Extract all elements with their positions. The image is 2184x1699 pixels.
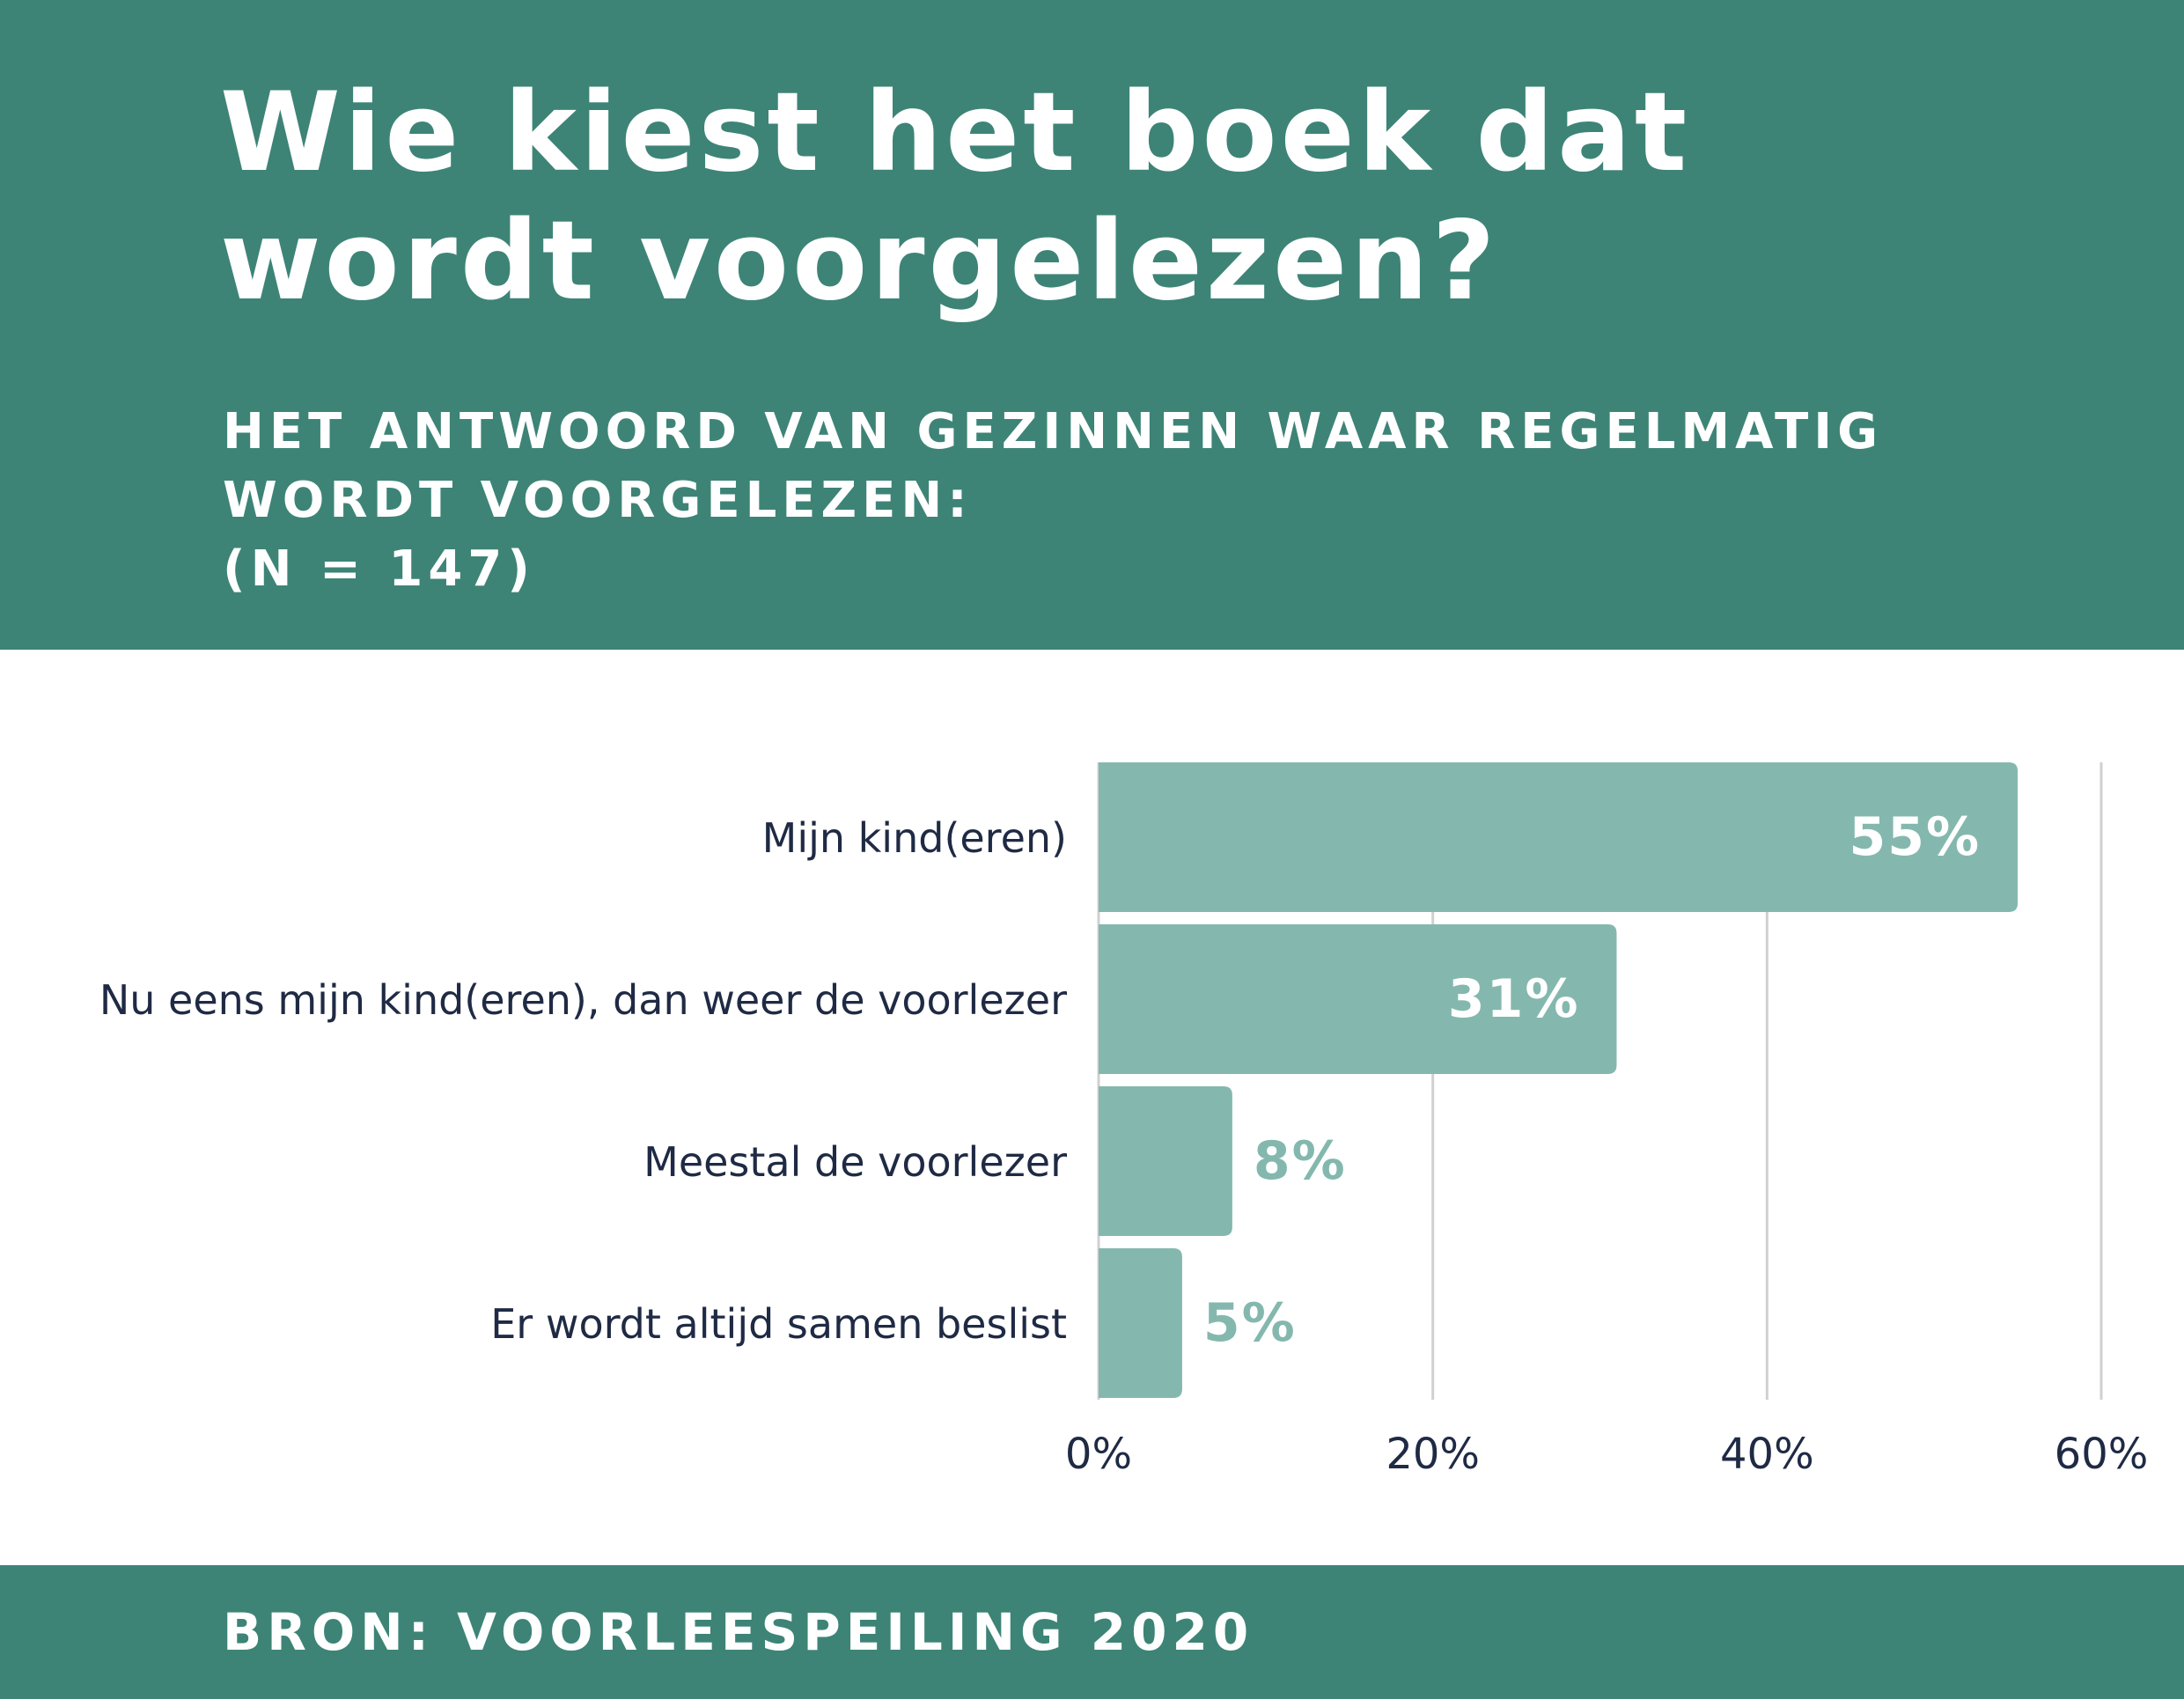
chart-subtitle: HET ANTWOORD VAN GEZINNEN WAAR REGELMATI…	[223, 398, 2115, 604]
value-label: 55%	[1849, 806, 1981, 868]
footer-banner: BRON: VOORLEESPEILING 2020	[0, 1565, 2184, 1699]
bar	[1099, 762, 2019, 912]
chart-area: Mijn kind(eren) 55% Nu eens mijn kind(eren…	[0, 650, 2184, 1565]
bar-chart: Mijn kind(eren) 55% Nu eens mijn kind(eren…	[99, 762, 2149, 1479]
x-tick-label: 40%	[1720, 1430, 1814, 1479]
subtitle-line: HET ANTWOORD VAN GEZINNEN WAAR REGELMATI…	[223, 403, 1884, 460]
chart-title: Wie kiest het boek dat wordt voorgelezen…	[220, 70, 1691, 325]
category-label: Er wordt altijd samen beslist	[490, 1300, 1067, 1348]
bar	[1099, 1086, 1232, 1236]
subtitle-sample-size: (N = 147)	[223, 541, 535, 598]
value-label: 8%	[1254, 1130, 1347, 1192]
bar	[1099, 1248, 1182, 1398]
bar	[1099, 924, 1617, 1074]
x-tick-label: 0%	[1065, 1430, 1132, 1479]
category-label: Mijn kind(eren)	[762, 814, 1067, 862]
value-label: 5%	[1203, 1292, 1297, 1354]
category-label: Nu eens mijn kind(eren), dan weer de voo…	[99, 976, 1067, 1024]
x-tick-label: 20%	[1386, 1430, 1480, 1479]
category-label: Meestal de voorlezer	[643, 1138, 1067, 1186]
x-tick-label: 60%	[2055, 1430, 2149, 1479]
source-note: BRON: VOORLEESPEILING 2020	[223, 1602, 1254, 1662]
value-label: 31%	[1448, 968, 1580, 1030]
header-banner: Wie kiest het boek dat wordt voorgelezen…	[0, 0, 2184, 650]
subtitle-line: WORDT VOORGELEZEN:	[223, 472, 973, 529]
